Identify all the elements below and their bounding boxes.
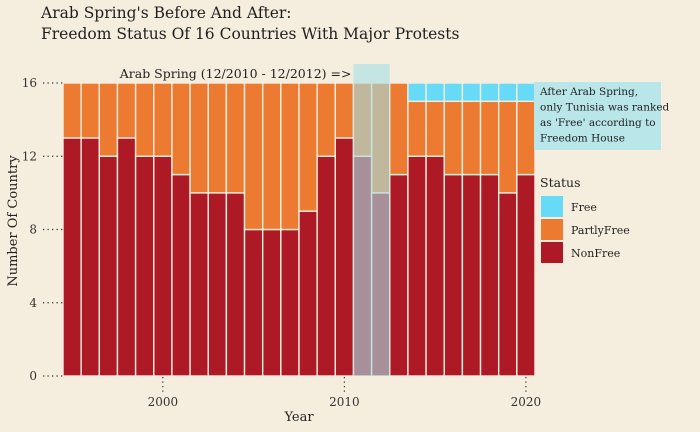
bar-free-2020: [516, 82, 536, 103]
annotation-note-line: After Arab Spring,: [539, 86, 638, 98]
x-tick-label-2020: 2020: [511, 395, 542, 409]
y-tick-label-12: 12: [22, 149, 37, 163]
x-axis: 2000 2010 2020: [148, 377, 542, 409]
bar-nonfree-2006: [261, 228, 282, 377]
highlight-label: Arab Spring (12/2010 - 12/2012) =>: [119, 66, 352, 81]
bar-nonfree-2017: [461, 173, 482, 377]
legend-label-free: Free: [571, 201, 597, 214]
bar-partlyfree-2017: [461, 100, 482, 176]
bar-partlyfree-2003: [207, 82, 228, 194]
bar-nonfree-2010: [334, 137, 355, 377]
bar-partlyfree-2009: [316, 82, 337, 157]
bar-nonfree-1998: [116, 137, 137, 377]
legend: Status Free PartlyFree NonFree: [540, 175, 630, 263]
bar-nonfree-1997: [98, 155, 119, 377]
bar-free-2019: [497, 82, 518, 103]
legend-label-partlyfree: PartlyFree: [571, 224, 630, 237]
bar-nonfree-2000: [153, 155, 173, 377]
bar-partlyfree-2020: [516, 100, 536, 176]
bar-free-2014: [407, 82, 427, 103]
y-axis: 0 4 8 12 16: [22, 76, 63, 383]
bar-free-2015: [425, 82, 445, 103]
bar-nonfree-2009: [316, 155, 337, 377]
bar-free-2016: [443, 82, 464, 103]
bar-partlyfree-2002: [189, 82, 209, 194]
bar-partlyfree-2007: [280, 82, 300, 231]
chart-subtitle: Freedom Status Of 16 Countries With Majo…: [41, 25, 459, 43]
bar-partlyfree-2004: [225, 82, 246, 194]
bar-partlyfree-2018: [479, 100, 500, 176]
highlight-layer: Arab Spring (12/2010 - 12/2012) =>: [119, 64, 390, 376]
y-tick-label-4: 4: [29, 296, 37, 310]
bar-partlyfree-2000: [153, 82, 173, 157]
bar-partlyfree-2005: [243, 82, 264, 231]
chart-title: Arab Spring's Before And After:: [40, 4, 292, 22]
x-tick-label-2000: 2000: [148, 395, 179, 409]
y-axis-title: Number Of Country: [6, 155, 21, 287]
bar-partlyfree-2015: [425, 100, 445, 157]
bar-partlyfree-1998: [116, 82, 137, 139]
legend-swatch-partlyfree: [541, 219, 563, 240]
bar-nonfree-1999: [134, 155, 155, 377]
legend-swatch-nonfree: [541, 242, 563, 263]
bar-nonfree-2013: [389, 173, 409, 377]
bar-partlyfree-2013: [389, 82, 409, 176]
bar-partlyfree-2001: [171, 82, 191, 176]
bar-nonfree-2007: [280, 228, 300, 377]
legend-title: Status: [540, 175, 581, 190]
bar-free-2018: [479, 82, 500, 103]
highlight-band: [353, 64, 390, 376]
bar-nonfree-2002: [189, 192, 209, 377]
bar-nonfree-1996: [80, 137, 101, 377]
bar-nonfree-2003: [207, 192, 228, 377]
bar-nonfree-2008: [298, 210, 318, 377]
legend-swatch-free: [541, 196, 563, 217]
y-tick-label-0: 0: [29, 369, 37, 383]
bar-nonfree-2005: [243, 228, 264, 377]
bars-layer: [62, 82, 536, 377]
bar-nonfree-2019: [497, 192, 518, 377]
bar-nonfree-2016: [443, 173, 464, 377]
annotation-note-box: [534, 82, 661, 150]
bar-partlyfree-2016: [443, 100, 464, 176]
annotation-note-line: Freedom House: [540, 133, 625, 145]
annotation-note-line: as 'Free' according to: [540, 117, 656, 129]
bar-nonfree-2018: [479, 173, 500, 377]
bar-nonfree-2004: [225, 192, 246, 377]
bar-partlyfree-2019: [497, 100, 518, 194]
bar-free-2017: [461, 82, 482, 103]
x-axis-title: Year: [283, 410, 314, 425]
bar-partlyfree-1999: [134, 82, 155, 157]
y-tick-label-8: 8: [29, 223, 37, 237]
bar-nonfree-2001: [171, 173, 191, 377]
bar-partlyfree-1997: [98, 82, 119, 157]
annotation-note-line: only Tunisia was ranked: [540, 102, 670, 114]
legend-label-nonfree: NonFree: [571, 247, 620, 260]
bar-partlyfree-1995: [62, 82, 82, 139]
bar-nonfree-2014: [407, 155, 427, 377]
bar-partlyfree-2006: [261, 82, 282, 231]
bar-nonfree-2015: [425, 155, 445, 377]
bar-partlyfree-2014: [407, 100, 427, 157]
bar-nonfree-2020: [516, 173, 536, 377]
y-tick-label-16: 16: [22, 76, 37, 90]
bar-partlyfree-1996: [80, 82, 101, 139]
annotation-note: After Arab Spring, only Tunisia was ranke…: [534, 82, 670, 150]
bar-partlyfree-2010: [334, 82, 355, 139]
x-tick-label-2010: 2010: [329, 395, 360, 409]
bar-nonfree-1995: [62, 137, 82, 377]
bar-partlyfree-2008: [298, 82, 318, 212]
